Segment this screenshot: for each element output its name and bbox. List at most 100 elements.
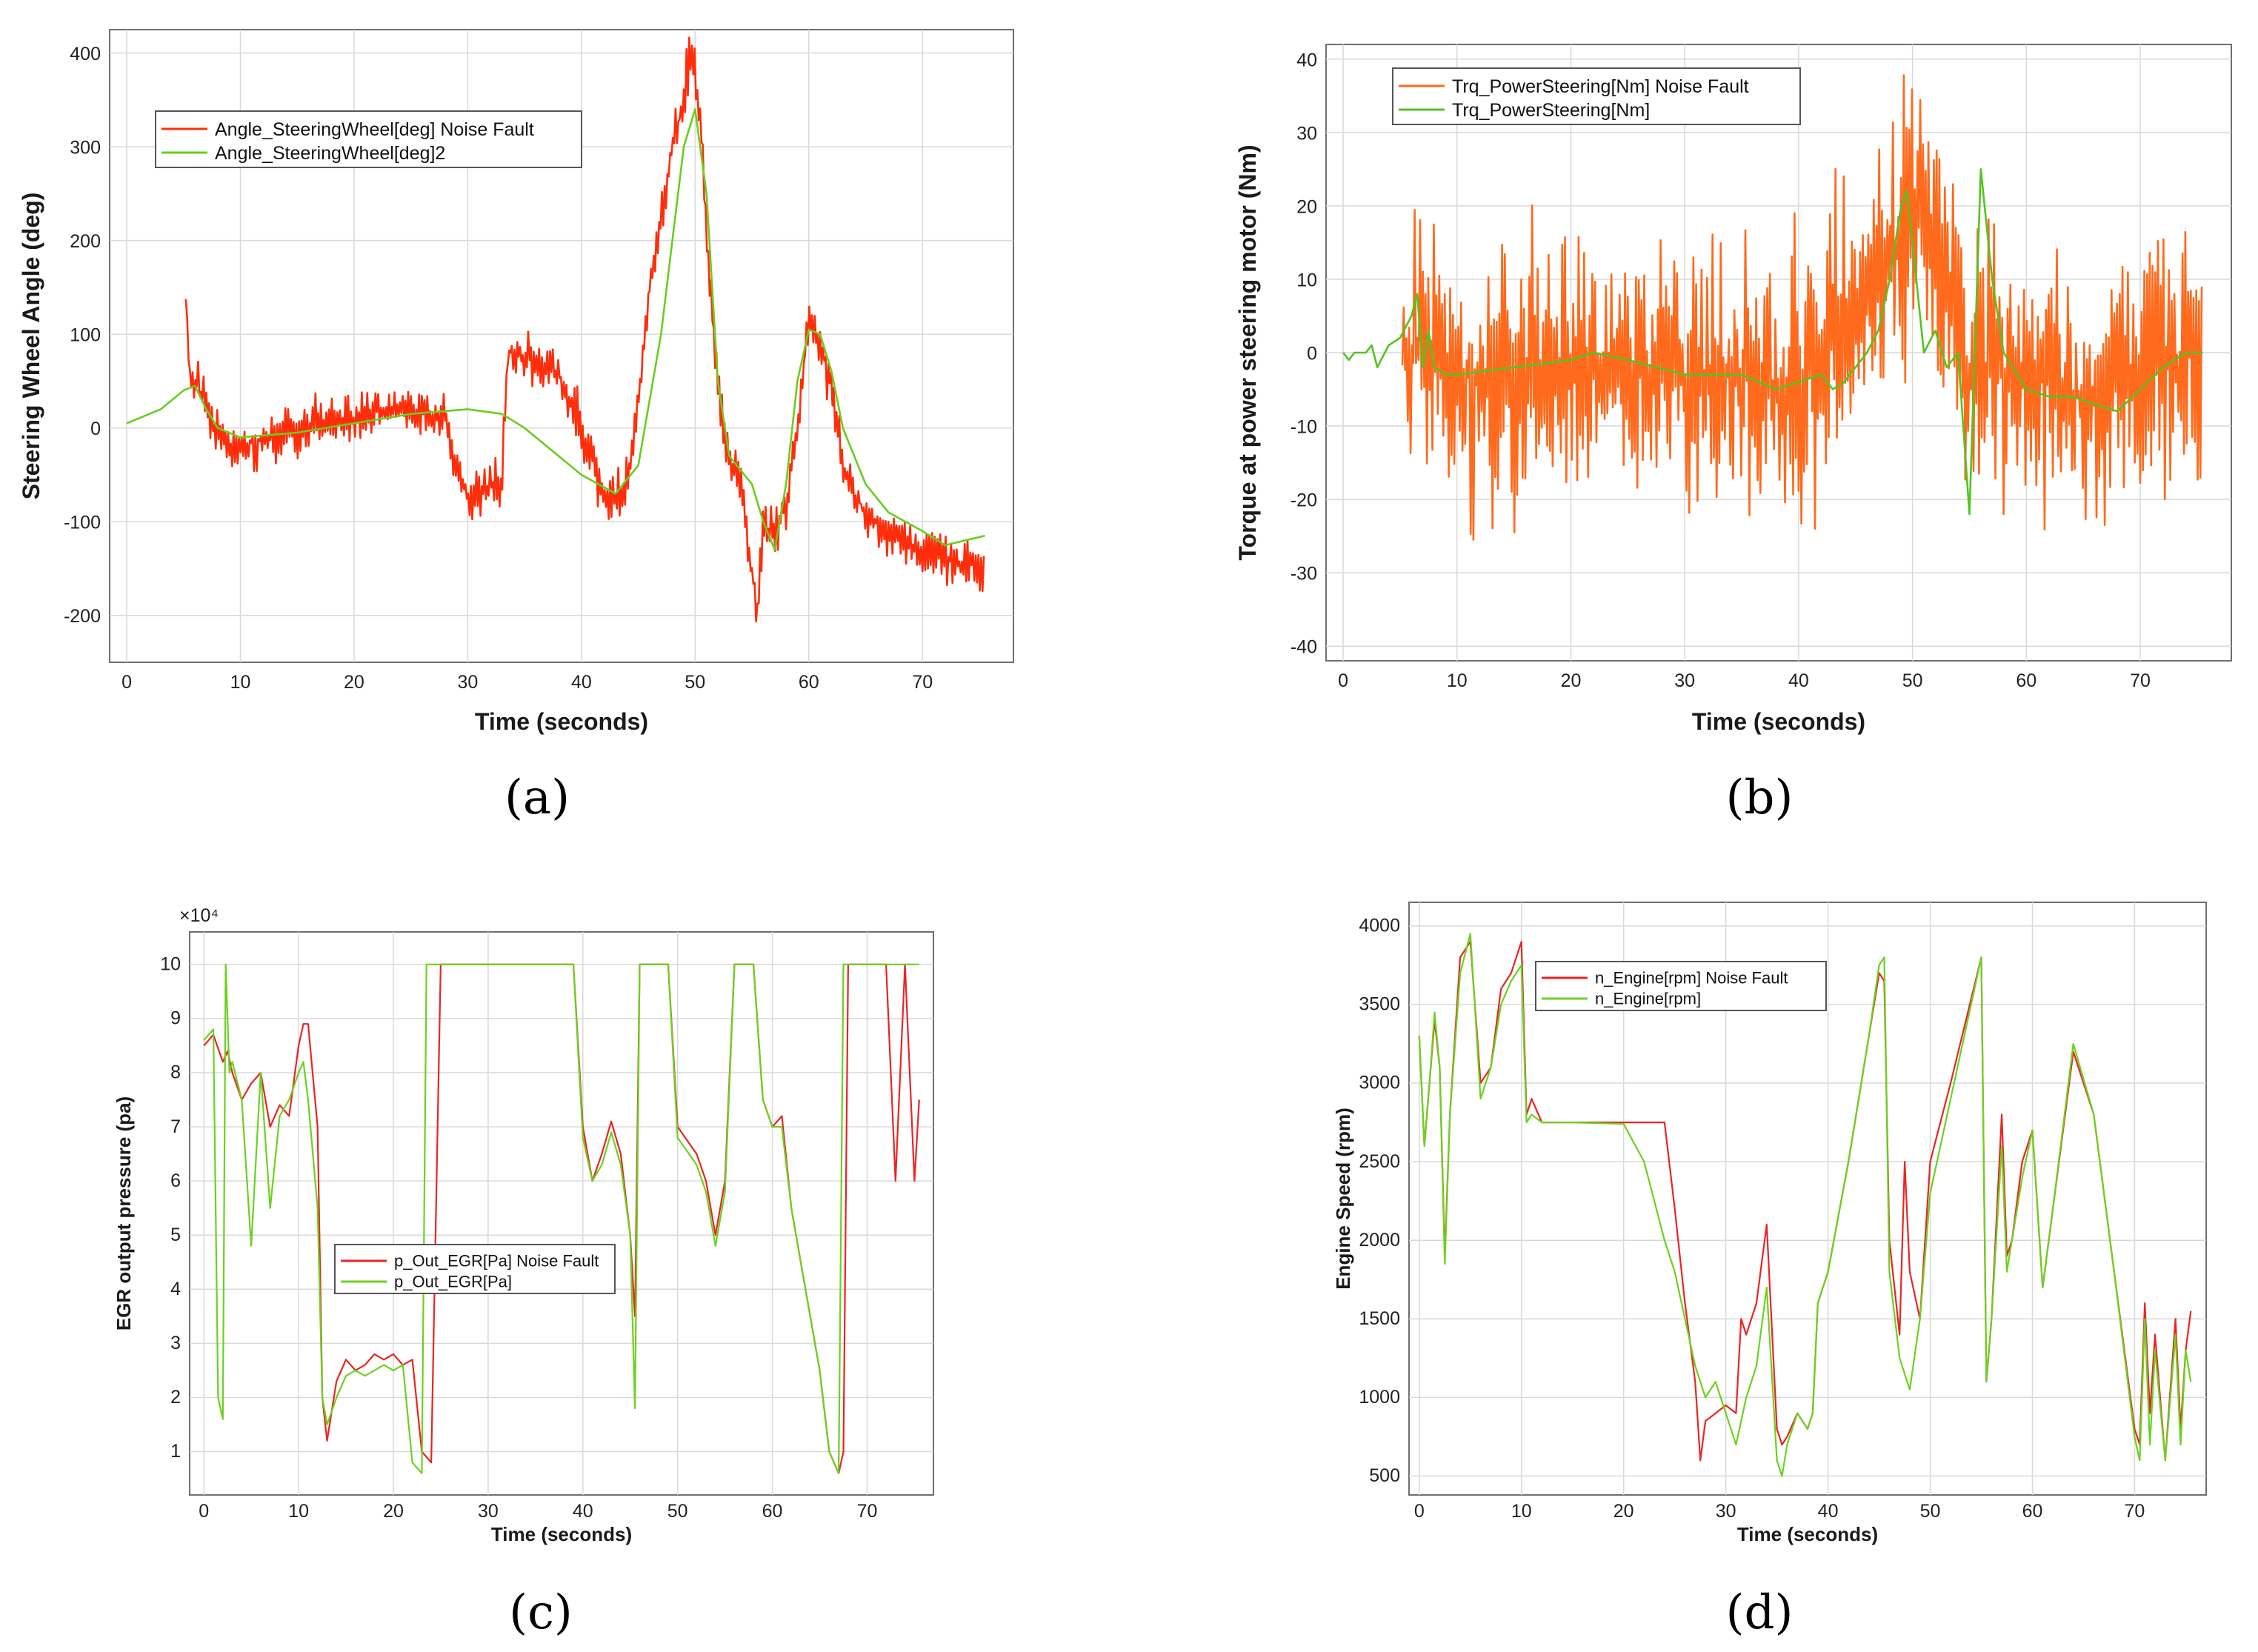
x-tick-label: 50: [685, 672, 705, 693]
x-tick-label: 10: [1447, 670, 1468, 691]
x-tick-label: 40: [573, 1501, 593, 1522]
series-line-2: [203, 963, 919, 1474]
y-tick-label: 2: [170, 1387, 181, 1408]
x-tick-label: 60: [2022, 1501, 2043, 1522]
y-tick-label: 9: [170, 1008, 181, 1029]
x-tick-label: 50: [1902, 670, 1923, 691]
y-axis-label: EGR output pressure (pa): [113, 1096, 135, 1330]
axis-exponent-label: ×10⁴: [179, 905, 219, 926]
chart-d: 0 10 20 30 40 50 60 70 500 1000 1500 2000 2500 3000 35…: [1332, 902, 2207, 1545]
caption-d: (d): [1725, 1585, 1794, 1640]
y-axis-label: Engine Speed (rpm): [1332, 1108, 1354, 1290]
x-tick-label: 50: [1920, 1501, 1941, 1522]
x-tick-label: 10: [1511, 1501, 1532, 1522]
y-tick-label: 0: [1307, 343, 1317, 364]
y-tick-label: 0: [90, 419, 101, 439]
y-tick-label: 7: [170, 1116, 181, 1137]
y-tick-label: 4: [170, 1279, 181, 1299]
x-tick-label: 40: [1818, 1501, 1839, 1522]
x-tick-label: 20: [1561, 670, 1582, 691]
plot-area: [189, 931, 934, 1496]
y-tick-label: 1000: [1359, 1387, 1400, 1408]
y-tick-label: 6: [170, 1170, 181, 1191]
x-axis-label: Time (seconds): [475, 708, 648, 735]
y-tick-label: 4000: [1359, 916, 1400, 936]
x-tick-label: 0: [1338, 670, 1348, 691]
series-line-2: [1418, 933, 2192, 1477]
chart-panel-c: 0 10 20 30 40 50 60 70 1 2 3 4 5 6 7 8 9 10 ×10⁴ Time (seco…: [0, 889, 1067, 1571]
y-tick-label: 30: [1296, 123, 1317, 144]
y-tick-label: -200: [64, 606, 101, 627]
x-tick-label: 0: [199, 1501, 209, 1522]
x-tick-label: 20: [1613, 1501, 1634, 1522]
chart-panel-a: 0 10 20 30 40 50 60 70 -200 -100 0 100 200 300 400 Time…: [0, 0, 1067, 735]
x-tick-label: 30: [1716, 1501, 1736, 1522]
legend-box: [334, 1244, 616, 1294]
chart-panel-d: 0 10 20 30 40 50 60 70 500 1000 1500 2000 2500 3000 35…: [1230, 889, 2258, 1571]
x-tick-label: 20: [383, 1501, 404, 1522]
y-tick-label: 40: [1296, 50, 1317, 70]
legend-label: Trq_PowerSteering[Nm] Noise Fault: [1452, 76, 1749, 97]
series-line-2: [1342, 168, 2203, 516]
y-tick-label: 8: [170, 1062, 181, 1083]
x-tick-label: 20: [344, 672, 364, 693]
legend-label: p_Out_EGR[Pa]: [394, 1273, 512, 1291]
caption-c: (c): [509, 1585, 573, 1640]
legend: Angle_SteeringWheel[deg] Noise Fault Angl…: [155, 110, 582, 168]
caption-b: (b): [1725, 770, 1794, 825]
y-tick-label: 3000: [1359, 1073, 1400, 1093]
x-tick-label: 10: [288, 1501, 309, 1522]
legend: n_Engine[rpm] Noise Fault n_Engine[rpm]: [1535, 961, 1827, 1011]
legend-label: Angle_SteeringWheel[deg]2: [215, 143, 445, 164]
x-tick-label: 30: [478, 1501, 499, 1522]
x-axis-label: Time (seconds): [491, 1523, 632, 1545]
y-axis-label: Steering Wheel Angle (deg): [18, 193, 44, 500]
x-tick-label: 0: [121, 672, 132, 693]
gridlines: [190, 932, 933, 1495]
y-tick-label: -100: [64, 513, 101, 533]
y-tick-label: 400: [70, 44, 101, 64]
x-tick-label: 40: [571, 672, 592, 693]
y-tick-label: 2500: [1359, 1151, 1400, 1172]
chart-panel-b: 0 10 20 30 40 50 60 70 -40 -30 -20 -10 0 10 20 30 40 Time…: [1230, 0, 2258, 735]
chart-c: 0 10 20 30 40 50 60 70 1 2 3 4 5 6 7 8 9 10 ×10⁴ Time (seco…: [113, 905, 934, 1545]
legend-label: n_Engine[rpm] Noise Fault: [1595, 969, 1788, 987]
y-tick-label: -30: [1290, 564, 1317, 584]
y-tick-label: 10: [1296, 270, 1317, 290]
y-tick-label: 500: [1369, 1465, 1400, 1486]
y-tick-label: 3: [170, 1333, 181, 1353]
series-line-1: [184, 36, 985, 623]
series-line-2: [126, 108, 985, 551]
x-tick-label: 70: [857, 1501, 878, 1522]
y-tick-label: -10: [1290, 416, 1317, 437]
y-tick-label: 3500: [1359, 994, 1400, 1015]
legend-label: Angle_SteeringWheel[deg] Noise Fault: [215, 119, 534, 140]
y-tick-label: -40: [1290, 637, 1317, 658]
x-axis-label: Time (seconds): [1692, 708, 1865, 735]
y-tick-label: 2000: [1359, 1230, 1400, 1250]
x-axis-label: Time (seconds): [1737, 1523, 1878, 1545]
chart-b: 0 10 20 30 40 50 60 70 -40 -30 -20 -10 0 10 20 30 40 Time…: [1234, 44, 2232, 735]
x-tick-label: 60: [2016, 670, 2036, 691]
y-tick-label: 1: [170, 1441, 181, 1462]
legend: Trq_PowerSteering[Nm] Noise Fault Trq_Pow…: [1392, 67, 1801, 125]
y-tick-label: 10: [160, 954, 181, 975]
x-tick-label: 10: [230, 672, 251, 693]
legend-label: Trq_PowerSteering[Nm]: [1452, 100, 1650, 121]
caption-a: (a): [504, 770, 570, 825]
x-tick-label: 0: [1414, 1501, 1425, 1522]
y-tick-label: 300: [70, 138, 101, 159]
x-tick-label: 30: [457, 672, 478, 693]
legend-box: [155, 110, 582, 168]
legend-box: [1535, 961, 1827, 1011]
legend-box: [1392, 67, 1801, 125]
y-axis-label: Torque at power steering motor (Nm): [1234, 144, 1261, 560]
x-tick-label: 60: [799, 672, 819, 693]
y-tick-label: -20: [1290, 490, 1317, 511]
y-tick-label: 200: [70, 231, 101, 252]
y-tick-label: 100: [70, 325, 101, 346]
x-tick-label: 40: [1788, 670, 1809, 691]
legend: p_Out_EGR[Pa] Noise Fault p_Out_EGR[Pa]: [334, 1244, 616, 1294]
legend-label: n_Engine[rpm]: [1595, 990, 1701, 1008]
chart-a: 0 10 20 30 40 50 60 70 -200 -100 0 100 200 300 400 Time…: [18, 29, 1014, 735]
